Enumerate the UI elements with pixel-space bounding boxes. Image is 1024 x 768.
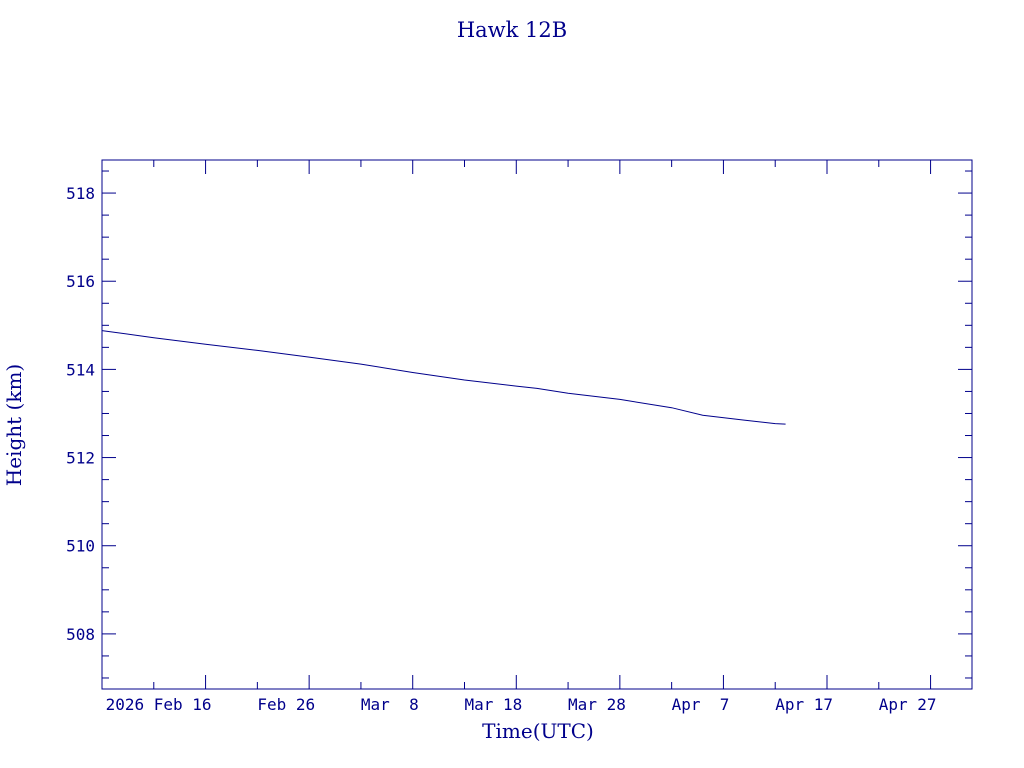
y-tick-label: 516 xyxy=(66,272,95,291)
x-tick-label: Apr 7 xyxy=(672,695,730,714)
x-tick-label: Feb 26 xyxy=(257,695,315,714)
y-tick-label: 510 xyxy=(66,537,95,556)
x-tick-labels: 2026 Feb 16 Feb 26 Mar 8 Mar 18 Mar 28 Apr 7 A… xyxy=(106,695,937,714)
chart-title: Hawk 12B xyxy=(457,18,567,42)
x-tick-label: Mar 8 xyxy=(361,695,419,714)
y-tick-label: 512 xyxy=(66,449,95,468)
y-tick-labels: 508 510 512 514 516 518 xyxy=(66,184,95,644)
x-tick-label: Apr 27 xyxy=(879,695,937,714)
y-tick-label: 514 xyxy=(66,360,95,379)
major-ticks xyxy=(102,160,972,689)
plot-frame xyxy=(101,159,973,690)
minor-ticks xyxy=(102,160,972,689)
x-tick-label: Apr 17 xyxy=(775,695,833,714)
series-line-height xyxy=(101,330,786,425)
y-tick-label: 518 xyxy=(66,184,95,203)
x-axis-label: Time(UTC) xyxy=(482,719,594,743)
x-tick-label: Mar 28 xyxy=(568,695,626,714)
y-tick-label: 508 xyxy=(66,625,95,644)
y-axis-label: Height (km) xyxy=(2,364,26,486)
x-tick-label: 2026 Feb 16 xyxy=(106,695,212,714)
x-tick-label: Mar 18 xyxy=(464,695,522,714)
